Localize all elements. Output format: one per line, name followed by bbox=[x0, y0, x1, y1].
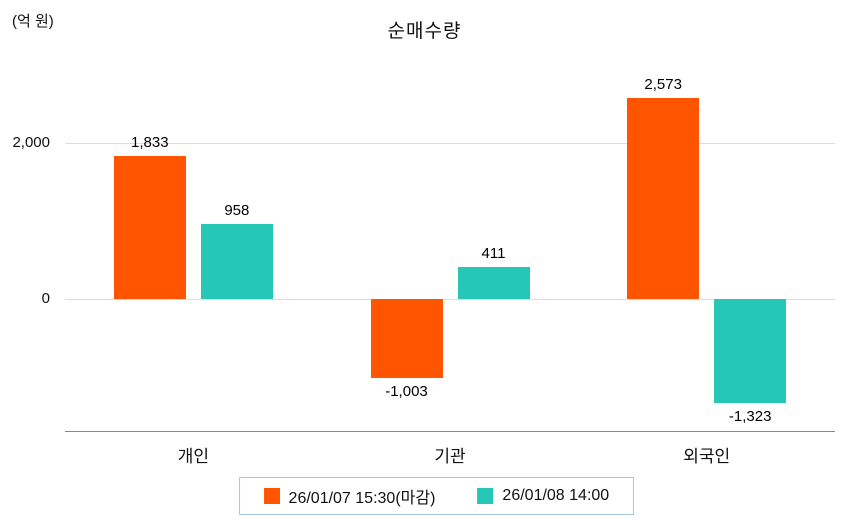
x-axis-label-외국인: 외국인 bbox=[683, 447, 731, 466]
bar-value-label: 1,833 bbox=[131, 133, 169, 151]
x-axis-label-기관: 기관 bbox=[434, 447, 466, 466]
legend-swatch-icon bbox=[263, 488, 280, 504]
bar-외국인-series-0[interactable] bbox=[627, 98, 700, 300]
legend-item-series-0[interactable]: 26/01/07 15:30(마감) bbox=[263, 484, 436, 508]
bar-개인-series-0[interactable] bbox=[113, 155, 186, 300]
bar-value-label: -1,003 bbox=[385, 382, 428, 400]
legend-item-series-1[interactable]: 26/01/08 14:00 bbox=[477, 487, 609, 505]
bar-개인-series-1[interactable] bbox=[200, 224, 273, 300]
chart-title: 순매수량 bbox=[387, 21, 462, 42]
y-tick-label: 0 bbox=[41, 290, 50, 308]
x-axis-line bbox=[65, 431, 835, 432]
gridline bbox=[65, 142, 835, 144]
x-axis-label-개인: 개인 bbox=[177, 447, 209, 466]
bar-value-label: 958 bbox=[224, 202, 250, 220]
y-tick-label: 2,000 bbox=[12, 133, 50, 151]
bar-기관-series-1[interactable] bbox=[457, 267, 530, 300]
legend-swatch-icon bbox=[477, 488, 494, 504]
plot-area: 1,833 958 -1,003 411 2,573 -1,323 bbox=[65, 60, 835, 432]
bar-value-label: 411 bbox=[481, 245, 506, 263]
gridline bbox=[65, 299, 835, 301]
y-axis-unit-label: (억 원) bbox=[12, 13, 54, 30]
legend-label: 26/01/07 15:30(마감) bbox=[288, 490, 436, 507]
legend: 26/01/07 15:30(마감) 26/01/08 14:00 bbox=[238, 477, 635, 515]
legend-label: 26/01/08 14:00 bbox=[502, 487, 610, 504]
bar-value-label: -1,323 bbox=[728, 407, 772, 425]
bar-외국인-series-1[interactable] bbox=[714, 299, 787, 403]
bar-기관-series-0[interactable] bbox=[370, 299, 443, 378]
bar-value-label: 2,573 bbox=[644, 76, 682, 94]
